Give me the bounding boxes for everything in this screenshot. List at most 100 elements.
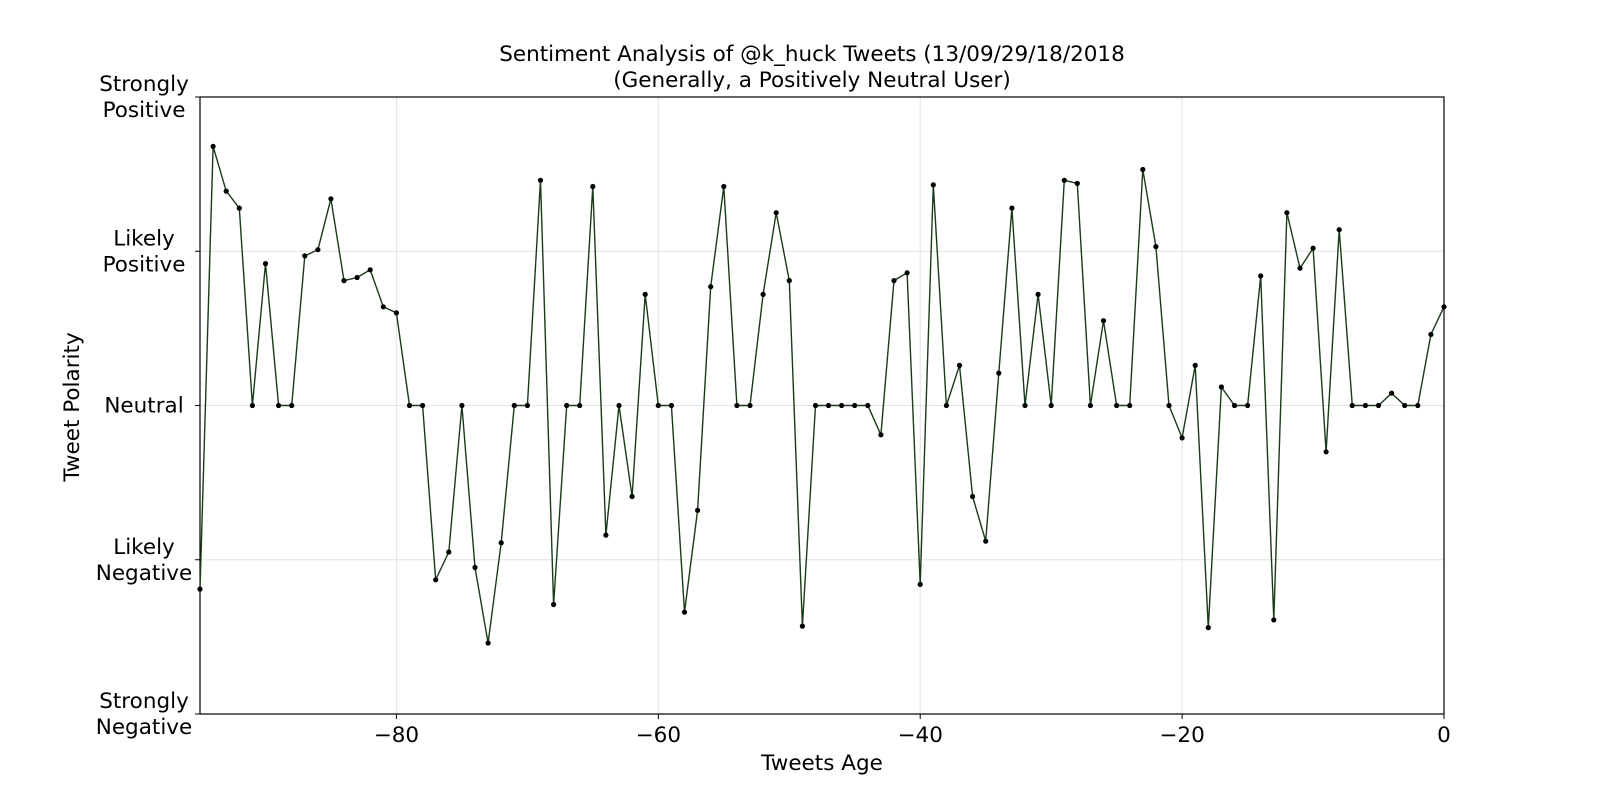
series-markers xyxy=(197,143,1447,646)
data-point xyxy=(956,362,963,368)
data-point xyxy=(1114,402,1120,409)
y-tick-label: Likely Positive xyxy=(103,226,186,277)
data-point xyxy=(930,182,936,188)
y-tick-label: Likely Negative xyxy=(96,535,193,586)
data-point xyxy=(498,540,504,546)
data-point xyxy=(354,274,360,281)
data-point xyxy=(537,177,544,183)
data-point xyxy=(1179,435,1185,441)
data-point xyxy=(511,402,517,409)
data-point xyxy=(1048,402,1054,409)
data-point xyxy=(380,304,386,310)
data-point xyxy=(223,188,229,194)
data-point xyxy=(341,278,347,284)
data-point xyxy=(852,402,858,409)
x-axis-ticks: −80 −60 −40 −20 0 xyxy=(374,714,1451,748)
data-point xyxy=(695,507,701,513)
data-point xyxy=(1258,273,1264,279)
data-point xyxy=(812,402,819,409)
data-point xyxy=(1271,617,1277,623)
data-point xyxy=(708,284,714,290)
data-point xyxy=(655,402,661,409)
data-point xyxy=(786,278,792,284)
data-point xyxy=(1127,402,1133,409)
data-point xyxy=(904,270,910,276)
data-point xyxy=(1428,331,1434,338)
data-point xyxy=(773,210,779,216)
data-point xyxy=(629,493,635,500)
data-point xyxy=(983,538,989,544)
data-point xyxy=(590,183,596,190)
data-point xyxy=(747,402,753,409)
data-point xyxy=(1415,402,1421,409)
chart-subtitle: (Generally, a Positively Neutral User) xyxy=(613,68,1011,93)
data-point xyxy=(433,577,439,583)
data-point xyxy=(276,402,282,409)
y-tick-label-line: Likely xyxy=(113,535,175,560)
data-point xyxy=(406,402,413,409)
data-point xyxy=(1061,177,1067,183)
x-axis-label: Tweets Age xyxy=(760,751,883,776)
data-point xyxy=(446,549,452,555)
data-point xyxy=(564,402,570,409)
data-point xyxy=(891,278,897,284)
y-tick-label-line: Negative xyxy=(96,715,193,740)
data-point xyxy=(210,143,216,149)
x-tick-label: −80 xyxy=(374,723,419,748)
data-point xyxy=(1402,402,1408,409)
y-tick-label-line: Strongly xyxy=(99,689,189,714)
data-point xyxy=(616,402,622,409)
y-tick-label-line: Likely xyxy=(113,226,175,251)
data-point xyxy=(1297,265,1303,271)
data-point xyxy=(839,402,845,409)
data-point xyxy=(328,196,334,202)
data-point xyxy=(249,402,255,409)
data-point xyxy=(1375,402,1382,409)
data-point xyxy=(262,261,269,267)
x-tick-label: −60 xyxy=(636,723,681,748)
data-point xyxy=(1074,180,1080,186)
data-point xyxy=(865,402,871,409)
data-point xyxy=(970,493,976,500)
data-point xyxy=(1205,625,1211,631)
data-point xyxy=(603,532,609,538)
data-point xyxy=(1362,402,1368,409)
y-tick-label: Neutral xyxy=(104,394,183,419)
data-point xyxy=(1336,227,1342,233)
data-point xyxy=(917,581,923,588)
data-point xyxy=(1022,402,1028,409)
data-point xyxy=(943,402,950,409)
y-axis-label: Tweet Polarity xyxy=(60,332,85,483)
y-tick-label-line: Negative xyxy=(96,561,193,586)
data-point xyxy=(236,205,242,211)
y-tick-label-line: Neutral xyxy=(104,394,183,419)
data-point xyxy=(799,623,806,629)
data-point xyxy=(302,253,308,259)
data-point xyxy=(760,291,766,297)
y-tick-label-line: Positive xyxy=(103,252,186,277)
data-point xyxy=(1284,210,1290,216)
y-tick-label-line: Strongly xyxy=(99,72,189,97)
data-point xyxy=(1323,449,1329,455)
data-point xyxy=(289,402,295,409)
data-point xyxy=(1087,402,1093,409)
data-point xyxy=(577,402,583,409)
y-tick-label-line: Positive xyxy=(103,98,186,123)
x-tick-label: −40 xyxy=(898,723,943,748)
data-point xyxy=(551,601,557,608)
x-tick-label: −20 xyxy=(1159,723,1204,748)
data-point xyxy=(1153,244,1159,250)
data-point xyxy=(472,564,478,571)
data-point xyxy=(1218,384,1224,390)
data-point xyxy=(315,247,321,253)
data-point xyxy=(420,402,426,409)
data-point xyxy=(393,310,399,316)
chart-title: Sentiment Analysis of @k_huck Tweets (13… xyxy=(499,42,1125,67)
data-point xyxy=(367,267,373,273)
data-point xyxy=(1441,304,1447,310)
y-tick-label: Strongly Positive xyxy=(99,72,189,123)
data-point xyxy=(1140,166,1146,173)
